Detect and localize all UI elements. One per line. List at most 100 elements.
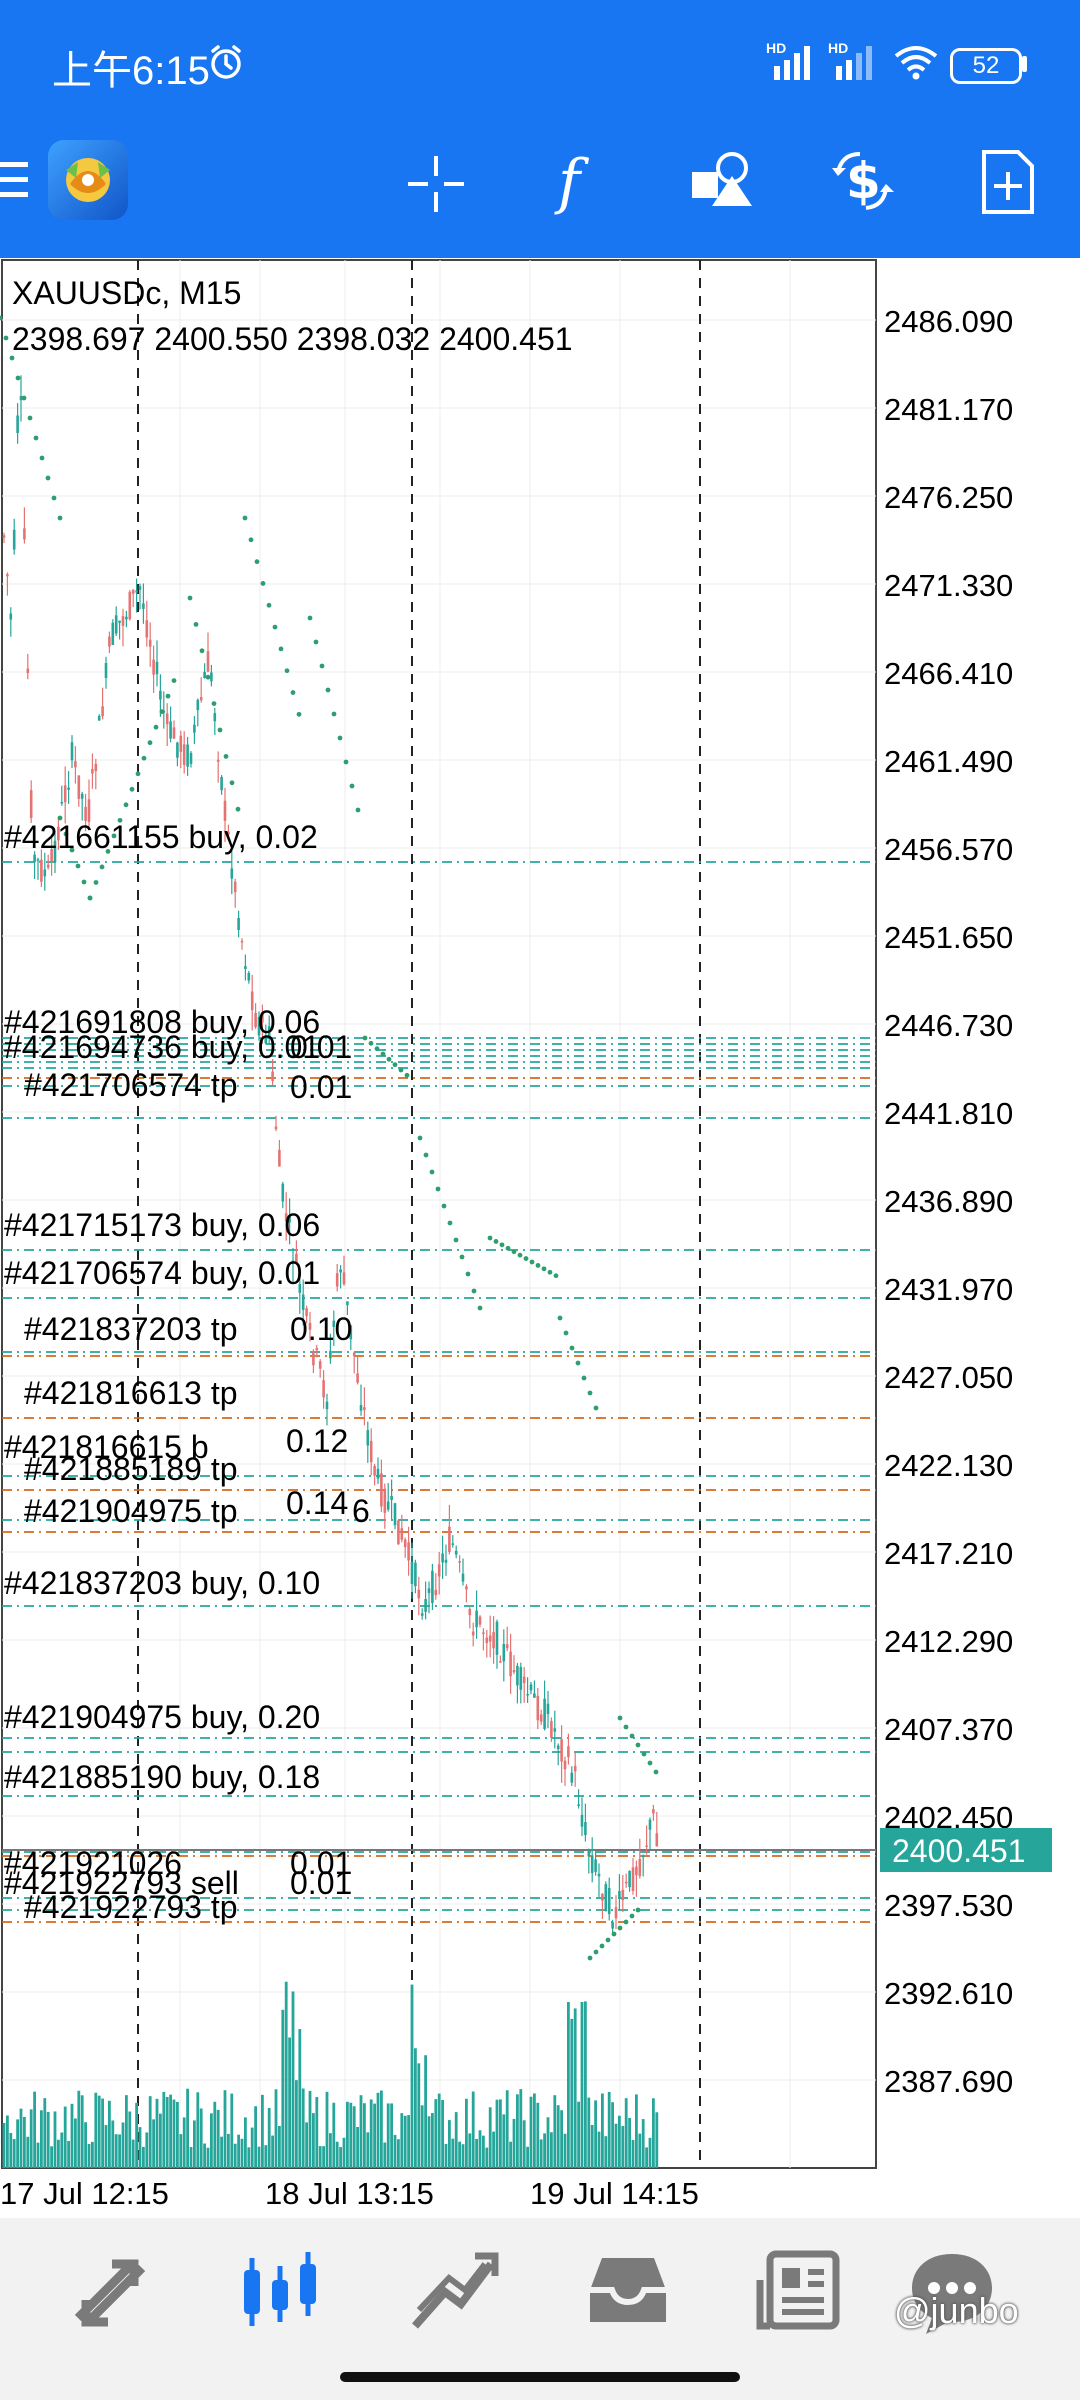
candle-body <box>618 1891 621 1899</box>
order-label[interactable]: #421837203 tp <box>24 1311 238 1347</box>
volume-bar <box>16 2119 19 2168</box>
sar-dot <box>629 1913 635 1919</box>
volume-bar <box>227 2133 230 2168</box>
candle-body <box>601 1893 604 1901</box>
candle-body <box>325 1401 329 1410</box>
volume-bar <box>29 2109 33 2168</box>
volume-bar <box>359 2095 363 2168</box>
volume-bar <box>199 2108 203 2168</box>
order-label[interactable]: #421694736 buy, 0.01 <box>4 1029 320 1065</box>
app-logo[interactable] <box>48 140 128 220</box>
sar-dot <box>517 1252 523 1258</box>
sar-dot <box>511 1249 517 1255</box>
order-label[interactable]: #421661155 buy, 0.02 <box>4 819 318 855</box>
order-label[interactable]: #421904975 tp <box>24 1493 238 1529</box>
candle-body <box>142 603 145 609</box>
order-label[interactable]: #421691808 buy, 0.06 <box>4 1004 320 1040</box>
indicator-f-icon[interactable]: f <box>552 150 602 216</box>
sar-dot <box>27 415 33 421</box>
chart-area[interactable]: 2486.090 2481.170 2476.250 2471.330 2466.410… <box>0 258 1080 2218</box>
quotes-tab[interactable] <box>60 2240 160 2340</box>
order-label[interactable]: 0.01 <box>290 1069 352 1105</box>
candle-body <box>488 1635 492 1642</box>
volume-bar <box>475 2138 478 2168</box>
sar-dot <box>641 1751 647 1757</box>
order-label[interactable]: #421904975 buy, 0.20 <box>4 1699 320 1735</box>
volume-bar <box>247 2147 251 2168</box>
order-label[interactable]: 0.10 <box>290 1311 352 1347</box>
candle-body <box>298 1284 302 1293</box>
candle-body <box>434 1589 438 1596</box>
sar-dot <box>0 315 3 321</box>
volume-bar <box>114 2134 118 2168</box>
volume-bar <box>322 2146 325 2168</box>
order-label[interactable]: #421706574 tp <box>24 1067 238 1103</box>
candle-body <box>264 1036 268 1044</box>
trade-tab[interactable] <box>405 2240 505 2340</box>
history-tab[interactable] <box>578 2240 678 2340</box>
order-label[interactable]: 0.14 <box>286 1485 348 1521</box>
order-label[interactable]: 6 <box>352 1493 370 1529</box>
volume-bar <box>485 2147 489 2168</box>
order-label[interactable]: #421885189 tp <box>24 1451 238 1487</box>
order-label[interactable]: #421922793 sell <box>4 1865 239 1901</box>
sar-dot <box>471 1288 477 1294</box>
volume-bar <box>414 2048 417 2168</box>
volume-bar <box>145 2132 149 2168</box>
sar-dot <box>380 1051 386 1057</box>
sar-dot <box>635 1742 641 1748</box>
messages-tab[interactable] <box>902 2240 1002 2340</box>
candle-body <box>227 831 230 835</box>
price-axis-label: 2392.610 <box>884 1976 1013 2011</box>
order-label[interactable]: #421885190 buy, 0.18 <box>4 1759 320 1795</box>
sar-dot <box>254 559 260 565</box>
price-chart[interactable]: 2486.090 2481.170 2476.250 2471.330 2466.410… <box>0 258 1080 2218</box>
candle-body <box>624 1881 628 1884</box>
volume-bar <box>312 2113 315 2168</box>
candle-body <box>366 1430 370 1446</box>
objects-icon[interactable] <box>690 150 754 210</box>
order-label[interactable]: #421816613 tp <box>24 1375 238 1411</box>
order-label[interactable]: 0.01 <box>290 1845 352 1881</box>
new-order-icon[interactable] <box>980 150 1036 214</box>
volume-bar <box>176 2101 179 2168</box>
candle-body <box>74 761 77 768</box>
candle-body <box>244 966 247 969</box>
crosshair-icon[interactable] <box>406 154 466 214</box>
volume-bar <box>216 2109 220 2168</box>
volume-bar <box>366 2132 370 2168</box>
order-label[interactable]: #421921026 <box>4 1845 182 1881</box>
order-label[interactable]: #421837203 buy, 0.10 <box>4 1565 320 1601</box>
news-tab[interactable] <box>750 2240 850 2340</box>
candle-body <box>278 1150 281 1167</box>
candle-body <box>516 1665 519 1686</box>
candle-body <box>94 763 98 772</box>
candle-body <box>284 1213 288 1222</box>
candle-body <box>519 1667 523 1690</box>
chart-tab[interactable] <box>230 2240 330 2340</box>
candle-body <box>16 415 19 433</box>
order-label[interactable]: 0.12 <box>286 1423 348 1459</box>
candle-body <box>420 1613 424 1616</box>
candle-body <box>539 1714 543 1722</box>
sar-dot <box>337 735 343 741</box>
sar-dot <box>404 1072 410 1078</box>
order-label[interactable]: 0.01 <box>290 1029 352 1065</box>
order-label[interactable]: 0.01 <box>290 1865 352 1901</box>
sar-dot <box>248 537 254 543</box>
order-label[interactable]: #421706574 buy, 0.01 <box>4 1255 320 1291</box>
trade-dollar-icon[interactable]: $ <box>828 148 898 214</box>
order-label[interactable]: #421715173 buy, 0.06 <box>4 1207 320 1243</box>
home-indicator[interactable] <box>340 2372 740 2382</box>
sar-dot <box>569 1345 575 1351</box>
volume-bar <box>516 2094 519 2168</box>
candle-body <box>322 1380 325 1398</box>
menu-icon[interactable] <box>0 156 30 204</box>
order-label[interactable]: #421922793 tp <box>24 1889 238 1925</box>
volume-bar <box>118 2134 121 2168</box>
candle-body <box>247 972 251 981</box>
candle-body <box>390 1495 393 1501</box>
order-label[interactable]: #421816615 b <box>4 1429 209 1465</box>
candle-body <box>380 1473 383 1507</box>
sar-dot <box>81 879 87 885</box>
